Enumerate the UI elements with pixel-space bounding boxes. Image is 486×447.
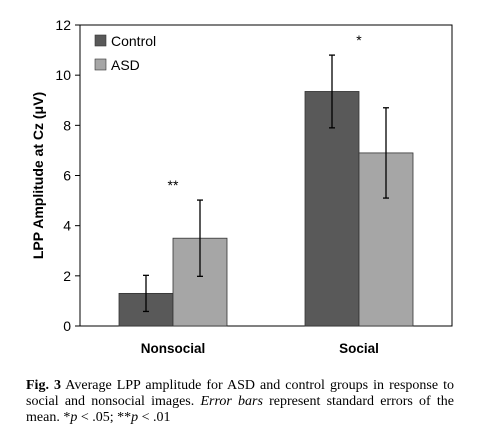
significance-marker: * (356, 32, 362, 48)
figure-number: Fig. 3 (26, 378, 61, 393)
legend-label-asd: ASD (111, 57, 140, 73)
p-symbol-2: p (131, 410, 139, 425)
x-category-label: Social (339, 341, 379, 356)
legend-label-control: Control (111, 33, 156, 49)
p-symbol: p (70, 410, 78, 425)
bar-asd-nonsocial (172, 237, 228, 327)
caption-emphasis: Error bars (200, 394, 263, 409)
x-category-label: Nonsocial (141, 341, 206, 356)
y-tick-label: 6 (63, 168, 71, 184)
error-bars (143, 54, 389, 313)
y-tick-label: 4 (63, 218, 71, 234)
caption-text-4: < .01 (141, 410, 171, 425)
y-tick-label: 2 (63, 268, 71, 284)
figure-caption: Fig. 3 Average LPP amplitude for ASD and… (26, 378, 454, 426)
bars (118, 91, 414, 327)
y-tick-label: 12 (55, 17, 71, 33)
caption-text: Average LPP amplitude for ASD and contro… (26, 378, 454, 409)
legend-swatch-control (94, 34, 107, 47)
legend-swatch-asd (94, 58, 107, 71)
y-axis-label: LPP Amplitude at Cz (μV) (30, 92, 46, 259)
y-tick-label: 10 (55, 67, 71, 83)
y-tick-label: 8 (63, 117, 71, 133)
significance-annotations: *** (168, 32, 363, 193)
caption-text-2: represent standard errors of the mean. * (26, 394, 454, 425)
y-tick-label: 0 (63, 318, 71, 334)
axes: 0 2 4 6 8 10 12 Nonsocial Social (55, 17, 453, 356)
caption-text-3: < .05; ** (80, 410, 132, 425)
legend: Control ASD (94, 33, 156, 73)
significance-marker: ** (168, 177, 179, 193)
